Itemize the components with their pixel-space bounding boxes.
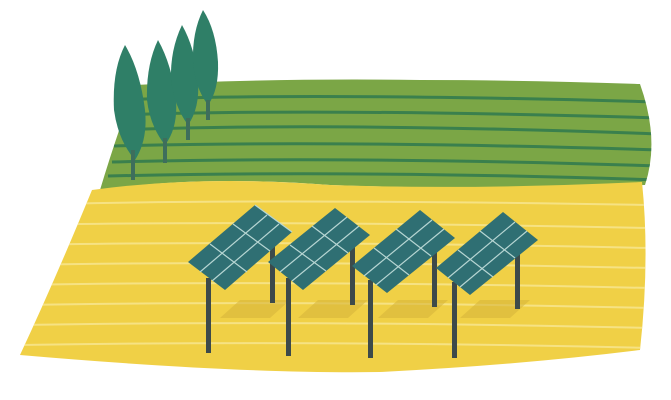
cypress-tree <box>113 45 146 180</box>
crop-rows <box>107 94 652 182</box>
cypress-tree <box>146 40 177 163</box>
solar-panel <box>268 208 370 356</box>
cypress-tree <box>192 10 219 120</box>
green-field <box>100 79 652 190</box>
tree-row <box>113 10 219 180</box>
solar-panel <box>436 212 538 358</box>
solar-panel <box>188 204 293 353</box>
solar-panel <box>352 210 455 358</box>
solar-array <box>188 204 538 358</box>
cypress-tree <box>170 25 199 140</box>
